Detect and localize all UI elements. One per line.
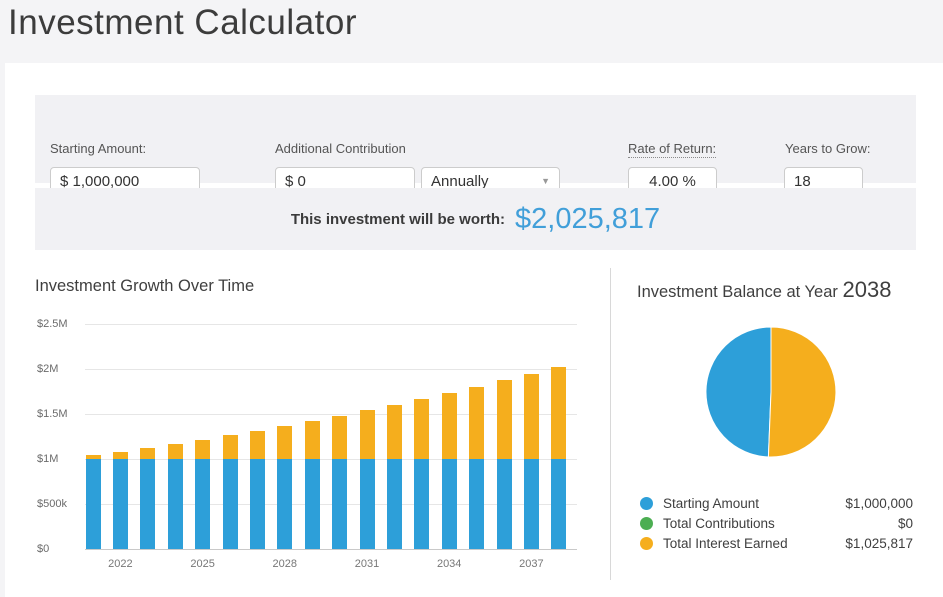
rate-of-return-label[interactable]: Rate of Return: bbox=[628, 141, 717, 158]
legend-value: $0 bbox=[897, 516, 913, 531]
x-axis-label: 2025 bbox=[190, 558, 215, 570]
growth-chart-title: Investment Growth Over Time bbox=[35, 277, 255, 295]
bar-segment-starting-amount-2037[interactable] bbox=[523, 459, 539, 549]
bar-segment-interest-2024[interactable] bbox=[167, 443, 183, 459]
bar-segment-interest-2022[interactable] bbox=[112, 451, 128, 459]
pie-slice-total-interest-earned[interactable] bbox=[767, 326, 837, 458]
bar-segment-starting-amount-2030[interactable] bbox=[332, 459, 348, 549]
bar-segment-starting-amount-2036[interactable] bbox=[496, 459, 512, 549]
legend-dot-icon bbox=[640, 537, 653, 550]
x-axis-label: 2028 bbox=[272, 558, 298, 570]
bar-segment-interest-2036[interactable] bbox=[496, 380, 512, 459]
bar-segment-starting-amount-2027[interactable] bbox=[249, 459, 265, 549]
bar-segment-starting-amount-2034[interactable] bbox=[441, 459, 457, 549]
y-gridline bbox=[85, 369, 577, 370]
bar-segment-starting-amount-2029[interactable] bbox=[304, 459, 320, 549]
bar-segment-starting-amount-2032[interactable] bbox=[386, 459, 402, 549]
bar-segment-starting-amount-2023[interactable] bbox=[140, 459, 156, 549]
input-form-panel: Starting Amount: Additional Contribution… bbox=[35, 95, 916, 195]
investment-growth-bar-chart[interactable]: $0 $500k $1M $1.5M $2M $2.5M 2022 2025 2028 2031 2… bbox=[35, 309, 585, 577]
balance-chart-year: 2038 bbox=[842, 277, 892, 302]
legend-dot-icon bbox=[640, 497, 653, 510]
result-banner: This investment will be worth: $2,025,81… bbox=[35, 188, 916, 250]
years-to-grow-label: Years to Grow: bbox=[785, 141, 871, 156]
bar-segment-interest-2029[interactable] bbox=[304, 420, 320, 459]
bar-segment-starting-amount-2026[interactable] bbox=[222, 459, 238, 549]
legend-row: Total Contributions $0 bbox=[640, 516, 913, 531]
result-value: $2,025,817 bbox=[515, 202, 661, 235]
contribution-frequency-value: Annually bbox=[431, 172, 489, 190]
legend-dot-icon bbox=[640, 517, 653, 530]
legend-label: Total Contributions bbox=[663, 516, 775, 531]
bar-segment-starting-amount-2038[interactable] bbox=[551, 459, 567, 549]
y-axis-label: $2M bbox=[37, 363, 59, 375]
bar-segment-interest-2035[interactable] bbox=[469, 386, 485, 459]
y-axis-label: $0 bbox=[37, 543, 50, 555]
x-axis-label: 2022 bbox=[108, 558, 133, 570]
starting-amount-label: Starting Amount: bbox=[50, 141, 147, 156]
y-axis-label: $1.5M bbox=[37, 408, 68, 420]
pie-slice-starting-amount[interactable] bbox=[705, 326, 772, 458]
investment-balance-pie-chart[interactable] bbox=[700, 321, 842, 463]
y-gridline bbox=[85, 504, 577, 505]
result-label: This investment will be worth: bbox=[290, 210, 506, 228]
content-card: Starting Amount: Additional Contribution… bbox=[5, 63, 943, 597]
y-axis-label: $1M bbox=[37, 453, 59, 465]
bar-segment-interest-2037[interactable] bbox=[523, 373, 539, 459]
bar-segment-interest-2028[interactable] bbox=[277, 425, 293, 459]
bar-segment-interest-2021[interactable] bbox=[85, 455, 101, 459]
legend-value: $1,025,817 bbox=[845, 536, 913, 551]
additional-contribution-label: Additional Contribution bbox=[275, 141, 406, 156]
legend-value: $1,000,000 bbox=[845, 496, 913, 511]
bar-segment-interest-2033[interactable] bbox=[414, 399, 430, 459]
y-axis-label: $2.5M bbox=[37, 318, 68, 330]
bar-segment-starting-amount-2025[interactable] bbox=[195, 459, 211, 549]
bar-segment-starting-amount-2033[interactable] bbox=[414, 459, 430, 549]
bar-segment-interest-2031[interactable] bbox=[359, 410, 375, 459]
y-gridline bbox=[85, 324, 577, 325]
x-axis-label: 2034 bbox=[436, 558, 462, 570]
y-gridline bbox=[85, 414, 577, 415]
bar-segment-interest-2032[interactable] bbox=[386, 404, 402, 459]
legend-row: Starting Amount $1,000,000 bbox=[640, 496, 913, 511]
bar-segment-interest-2025[interactable] bbox=[195, 439, 211, 459]
bar-segment-starting-amount-2024[interactable] bbox=[167, 459, 183, 549]
bar-segment-interest-2027[interactable] bbox=[249, 430, 265, 459]
y-gridline bbox=[85, 459, 577, 460]
bar-segment-interest-2023[interactable] bbox=[140, 447, 156, 459]
y-gridline bbox=[85, 549, 577, 550]
bar-segment-starting-amount-2028[interactable] bbox=[277, 459, 293, 549]
bar-segment-starting-amount-2021[interactable] bbox=[85, 459, 101, 549]
section-divider bbox=[610, 268, 611, 580]
legend-row: Total Interest Earned $1,025,817 bbox=[640, 536, 913, 551]
bar-segment-starting-amount-2035[interactable] bbox=[469, 459, 485, 549]
chevron-down-icon: ▼ bbox=[541, 176, 550, 186]
x-axis-label: 2031 bbox=[354, 558, 380, 570]
legend-label: Starting Amount bbox=[663, 496, 760, 511]
x-axis-label: 2037 bbox=[519, 558, 544, 570]
bar-segment-interest-2030[interactable] bbox=[332, 415, 348, 459]
bar-segment-interest-2026[interactable] bbox=[222, 435, 238, 459]
page-title: Investment Calculator bbox=[8, 3, 357, 42]
balance-chart-title-text: Investment Balance at Year bbox=[637, 283, 838, 301]
bar-segment-starting-amount-2031[interactable] bbox=[359, 459, 375, 549]
balance-chart-title: Investment Balance at Year 2038 bbox=[637, 277, 891, 303]
bar-plot-area bbox=[85, 324, 577, 550]
bar-segment-interest-2038[interactable] bbox=[551, 366, 567, 459]
legend-label: Total Interest Earned bbox=[663, 536, 788, 551]
bar-segment-interest-2034[interactable] bbox=[441, 393, 457, 459]
pie-legend: Starting Amount $1,000,000 Total Contribut… bbox=[640, 496, 913, 551]
y-axis-label: $500k bbox=[37, 498, 67, 510]
bar-segment-starting-amount-2022[interactable] bbox=[112, 459, 128, 549]
